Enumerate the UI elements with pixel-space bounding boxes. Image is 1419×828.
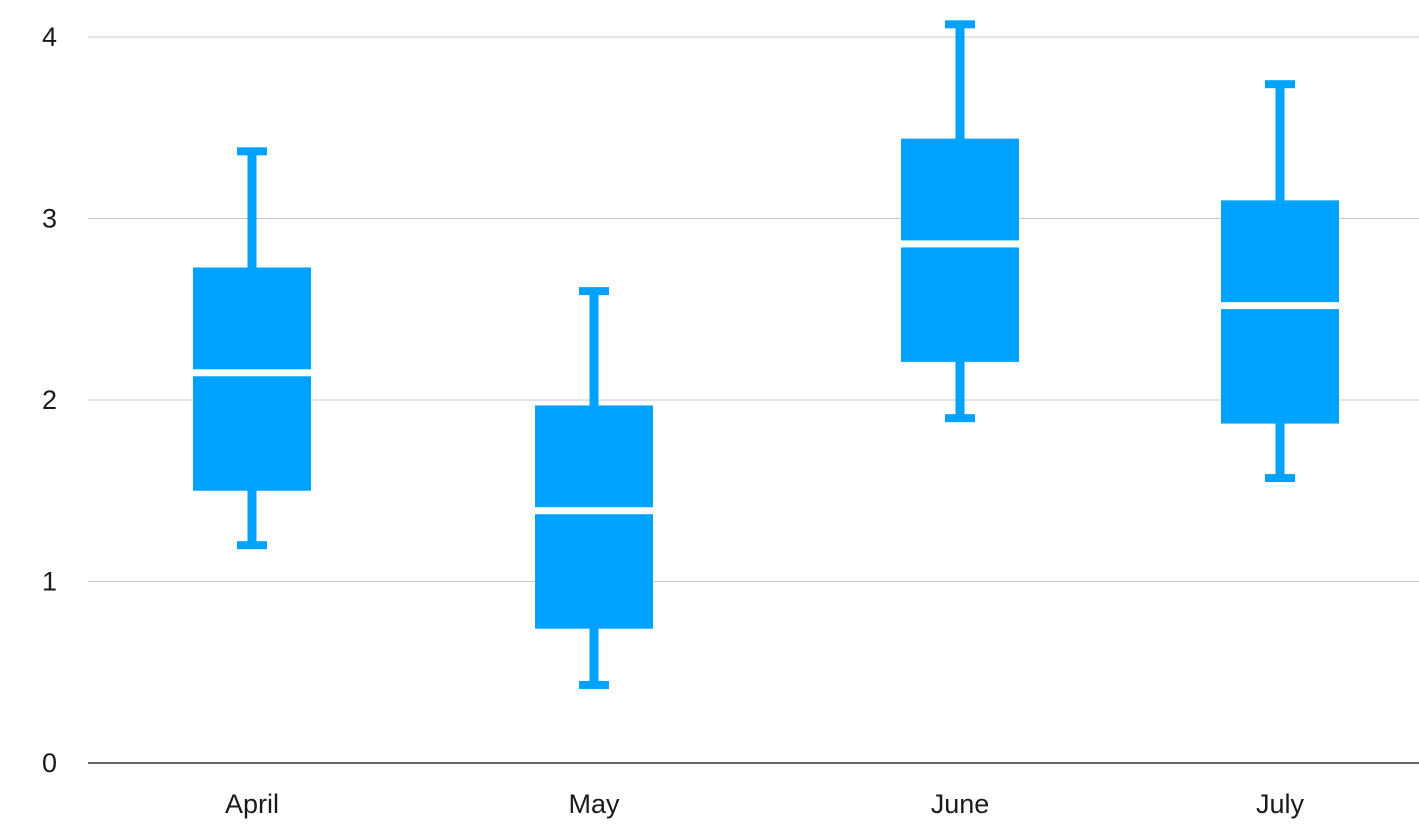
y-tick-label: 0 (42, 748, 57, 778)
y-axis-ticks: 0 1 2 3 4 (42, 22, 57, 778)
x-category-label: July (1256, 789, 1305, 819)
iqr-box (1221, 200, 1339, 424)
box-july (1219, 80, 1341, 483)
iqr-box (535, 405, 653, 629)
x-category-label: June (931, 789, 990, 819)
box-series (191, 20, 1341, 689)
whisker-cap-min (945, 414, 975, 423)
median-line (533, 507, 655, 515)
y-tick-label: 2 (42, 385, 57, 415)
x-category-label: April (225, 789, 279, 819)
x-category-label: May (568, 789, 620, 819)
y-tick-label: 4 (42, 22, 57, 52)
iqr-box (193, 267, 311, 491)
box-may (533, 287, 655, 689)
iqr-box (901, 138, 1019, 362)
y-tick-label: 3 (42, 204, 57, 234)
box-april (191, 147, 313, 550)
y-tick-label: 1 (42, 567, 57, 597)
whisker-cap-max (945, 20, 975, 29)
whisker-cap-min (579, 680, 609, 689)
whisker-cap-min (1265, 474, 1295, 483)
whisker-cap-max (579, 287, 609, 296)
median-line (899, 240, 1021, 248)
whisker-cap-max (237, 147, 267, 156)
median-line (1219, 302, 1341, 310)
x-axis-labels: April May June July (225, 789, 1305, 819)
box-june (899, 20, 1021, 423)
whisker-cap-min (237, 541, 267, 550)
whisker-cap-max (1265, 80, 1295, 89)
median-line (191, 369, 313, 377)
